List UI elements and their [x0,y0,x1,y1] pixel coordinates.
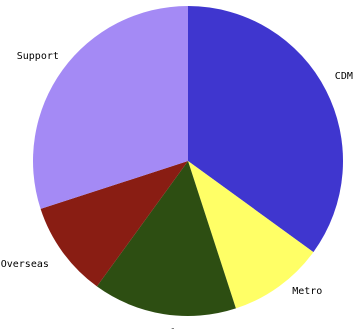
slice-label-cdm: CDM [335,71,353,82]
slices-layer [33,6,344,316]
slice-label-metro: Metro [292,286,322,297]
slice-label-support: Support [17,51,59,62]
pie-slice-support [33,6,189,209]
pie-slice-cdm [188,6,344,253]
pie-slice-local [96,161,236,316]
pie-slice-overseas [40,161,189,287]
labels-layer: CDM Metro Local Overseas Support [1,51,353,329]
slice-label-overseas: Overseas [1,259,49,270]
slice-label-local: Local [147,328,177,329]
pie-slice-metro [188,161,314,309]
